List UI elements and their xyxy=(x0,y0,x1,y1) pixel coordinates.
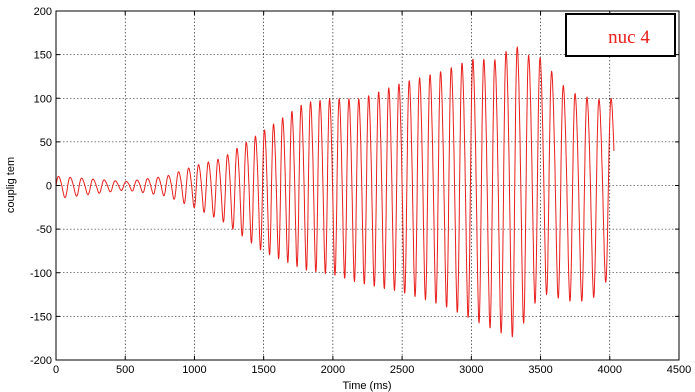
y-axis-ticks: -200 -150 -100 -50 0 50 100 150 200 xyxy=(30,6,679,367)
y-tick-label: 150 xyxy=(34,50,52,62)
x-tick-label: 1500 xyxy=(251,364,275,376)
x-tick-label: 3000 xyxy=(459,364,483,376)
y-tick-label: -200 xyxy=(30,355,52,367)
x-tick-label: 2000 xyxy=(321,364,345,376)
x-tick-label: 4500 xyxy=(667,364,691,376)
y-tick-label: 50 xyxy=(40,137,52,149)
y-axis-label: couplig tem xyxy=(5,157,17,213)
x-tick-label: 0 xyxy=(53,364,59,376)
y-tick-label: 100 xyxy=(34,93,52,105)
y-tick-label: 200 xyxy=(34,6,52,18)
y-tick-label: 0 xyxy=(46,181,52,193)
x-tick-label: 1000 xyxy=(182,364,206,376)
x-axis-ticks: 0 500 1000 1500 2000 2500 3000 3500 4000 4500 xyxy=(53,11,691,376)
legend-box xyxy=(565,13,676,57)
y-tick-label: -150 xyxy=(30,311,52,323)
legend-entry-label: nuc 4 xyxy=(608,27,650,48)
y-tick-label: -50 xyxy=(36,224,52,236)
series-layer xyxy=(55,46,615,338)
x-tick-label: 500 xyxy=(116,364,134,376)
x-tick-label: 2500 xyxy=(390,364,414,376)
legend: nuc 4 xyxy=(565,13,676,57)
series-line xyxy=(55,46,615,338)
x-axis-label: Time (ms) xyxy=(342,380,391,392)
grid xyxy=(56,11,679,360)
y-tick-label: -100 xyxy=(30,268,52,280)
x-tick-label: 3500 xyxy=(528,364,552,376)
x-tick-label: 4000 xyxy=(598,364,622,376)
